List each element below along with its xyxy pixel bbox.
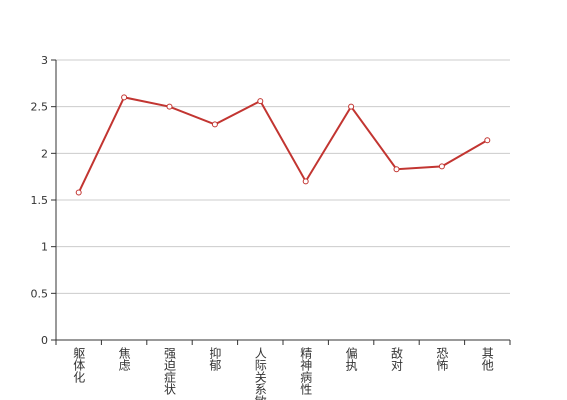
y-tick-label: 3 bbox=[41, 54, 48, 67]
x-tick-label: 恐怖 bbox=[435, 347, 449, 371]
point bbox=[302, 178, 309, 185]
line bbox=[77, 96, 488, 193]
x-tick-label: 躯体化 bbox=[72, 346, 86, 384]
point bbox=[166, 103, 173, 110]
x-tick-label: 强迫症状 bbox=[163, 347, 177, 395]
y-tick-label: 1 bbox=[41, 241, 48, 254]
point bbox=[75, 189, 82, 196]
point bbox=[121, 94, 128, 101]
point bbox=[257, 98, 264, 105]
y-tick-label: 0 bbox=[41, 334, 48, 347]
point bbox=[211, 121, 218, 128]
x-tick-label: 抑郁 bbox=[208, 346, 222, 372]
x-tick-label: 精神病性 bbox=[299, 347, 313, 396]
point bbox=[393, 166, 400, 173]
x-tick-label: 偏执 bbox=[344, 346, 358, 372]
x-tick-label: 人际关系敏感 bbox=[253, 347, 267, 400]
point bbox=[438, 163, 445, 170]
y-tick-label: 0.5 bbox=[31, 287, 49, 300]
x-tick-label: 焦虑 bbox=[117, 347, 131, 371]
y-tick-label: 2.5 bbox=[31, 101, 49, 114]
point bbox=[484, 137, 491, 144]
point bbox=[348, 103, 355, 110]
y-tick-label: 2 bbox=[41, 147, 48, 160]
x-tick-label: 其他 bbox=[480, 347, 494, 371]
y-tick-label: 1.5 bbox=[31, 194, 49, 207]
x-tick-label: 敌对 bbox=[390, 346, 404, 371]
